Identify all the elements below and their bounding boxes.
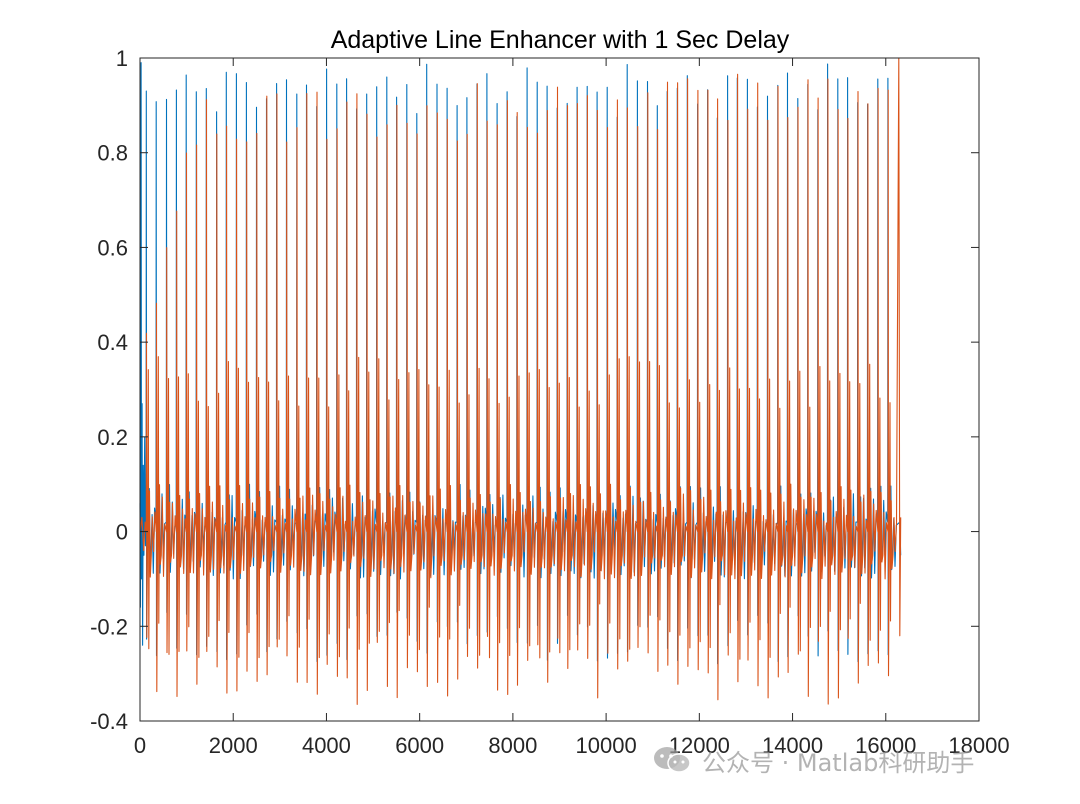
x-tick-label: 10000 xyxy=(576,733,637,758)
plot-area xyxy=(139,57,980,722)
y-tick-label: -0.2 xyxy=(90,614,128,639)
watermark-text: 公众号 · Matlab科研助手 xyxy=(702,748,975,777)
y-tick-label: 0.4 xyxy=(97,330,128,355)
y-tick-label: -0.4 xyxy=(90,709,128,734)
x-tick-label: 16000 xyxy=(855,733,916,758)
chart-title: Adaptive Line Enhancer with 1 Sec Delay xyxy=(331,26,790,54)
y-tick-label: 1 xyxy=(116,46,128,71)
series-group xyxy=(139,57,902,705)
y-tick-label: 0 xyxy=(116,520,128,545)
watermark: 公众号 · Matlab科研助手 xyxy=(652,740,974,780)
x-tick-label: 8000 xyxy=(488,733,537,758)
x-tick-label: 4000 xyxy=(302,733,351,758)
wechat-icon xyxy=(654,747,691,773)
y-tick-label: 0.6 xyxy=(97,235,128,260)
x-tick-label: 18000 xyxy=(948,733,1009,758)
x-tick-label: 2000 xyxy=(209,733,258,758)
axes-frame xyxy=(139,57,980,722)
series-2-line xyxy=(139,57,902,705)
x-tick-label: 6000 xyxy=(395,733,444,758)
y-tick-label: 0.2 xyxy=(97,425,128,450)
x-tick-label: 14000 xyxy=(762,733,823,758)
y-tick-label: 0.8 xyxy=(97,141,128,166)
y-axis: -0.4 -0.2 0 0.2 0.4 0.6 0.8 1 xyxy=(90,46,979,734)
x-tick-label: 0 xyxy=(134,733,146,758)
